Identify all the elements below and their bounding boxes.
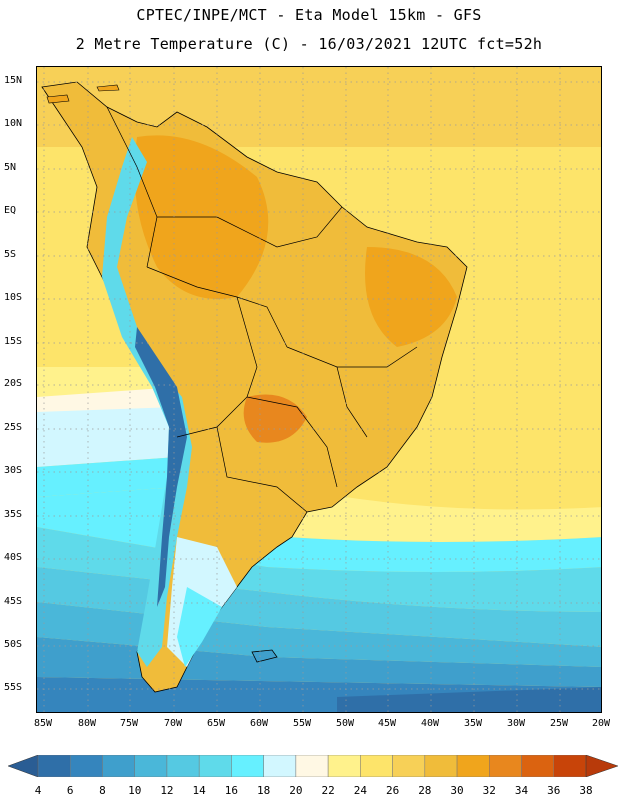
andes-cool-band [102,137,192,667]
lat-label: 10N [4,118,23,129]
ocean-band-4 [337,687,601,712]
falklands [251,649,278,663]
lon-label: 80W [77,718,97,729]
colorbar-label: 36 [547,784,561,797]
colorbar-label: 16 [224,784,239,797]
ocean-band-atlantic-24 [287,487,601,542]
lat-label: 15N [4,75,23,86]
lon-label: 60W [249,718,269,729]
lat-label: 30S [4,465,23,476]
lon-label: 40W [420,718,440,729]
lat-label: 5S [4,249,17,260]
colorbar-label: 24 [353,784,367,797]
lat-label: 5N [4,162,17,173]
lon-label: 35W [463,718,483,729]
colorbar-cell [198,755,232,777]
colorbar-cell [489,755,522,777]
colorbar-label: 30 [450,784,464,797]
colorbar-label: 8 [99,784,106,797]
ocean-band-pacific-light [37,407,177,467]
hot-northeast [365,247,457,347]
colorbar-label: 32 [482,784,496,797]
hot-paraguay [243,394,307,443]
colorbar-left-arrow [8,755,39,777]
colorbar-label: 10 [128,784,142,797]
colorbar-cell [360,755,393,777]
colorbar-label: 6 [66,784,74,797]
colorbar-cell [231,755,264,777]
lon-label: 55W [292,718,312,729]
lon-label: 45W [377,718,397,729]
colorbar-cell [69,755,103,777]
lon-label: 50W [335,718,355,729]
patagonia-cyan [177,587,222,667]
colorbar-label: 20 [289,784,303,797]
lat-label: 45S [4,596,23,607]
lat-label: 55S [4,682,23,693]
graticule [37,67,601,712]
lat-label: EQ [4,205,17,216]
colorbar-cell [166,755,200,777]
lon-label: 65W [206,718,226,729]
lat-label: 20S [4,378,23,389]
map-title: CPTEC/INPE/MCT - Eta Model 15km - GFS [136,6,482,24]
colorbar-cell [327,755,361,777]
colorbar-label: 34 [514,784,529,797]
caribbean-islands [46,84,120,104]
colorbar-label: 4 [34,784,42,797]
colorbar-label: 26 [385,784,400,797]
colorbar-label: 22 [321,784,335,797]
lon-label: 30W [506,718,526,729]
lon-label: 70W [163,718,183,729]
lon-label: 20W [591,718,611,729]
colorbar-cell [102,755,135,777]
lat-label: 40S [4,552,23,563]
colorbar-cell [456,755,490,777]
ocean-band-14 [37,527,601,612]
map-canvas [37,67,601,712]
lon-label: 25W [549,718,569,729]
colorbar-label: 28 [418,784,432,797]
lon-label: 75W [119,718,139,729]
temperature-map [36,66,602,713]
colorbar-label: 18 [257,784,271,797]
colorbar-label: 14 [192,784,206,797]
colorbar-cell [295,755,329,777]
lat-label: 50S [4,639,23,650]
colorbar-cell [263,755,297,777]
colorbar-cell [134,755,168,777]
lat-label: 15S [4,336,23,347]
map-subtitle: 2 Metre Temperature (C) - 16/03/2021 12U… [75,35,543,53]
lon-label: 85W [33,718,53,729]
lat-label: 35S [4,509,23,520]
colorbar-cell [553,755,587,777]
colorbar-cell [424,755,458,777]
lat-label: 25S [4,422,23,433]
colorbar-right-arrow [585,755,618,777]
colorbar-label: 12 [160,784,174,797]
colorbar [8,755,618,777]
colorbar-cell [392,755,426,777]
colorbar-cell [521,755,555,777]
colorbar-label: 38 [579,784,593,797]
country-borders [106,106,418,513]
ocean-band-pacific-cyan [37,457,177,497]
lat-label: 10S [4,292,23,303]
colorbar-cell [37,755,71,777]
